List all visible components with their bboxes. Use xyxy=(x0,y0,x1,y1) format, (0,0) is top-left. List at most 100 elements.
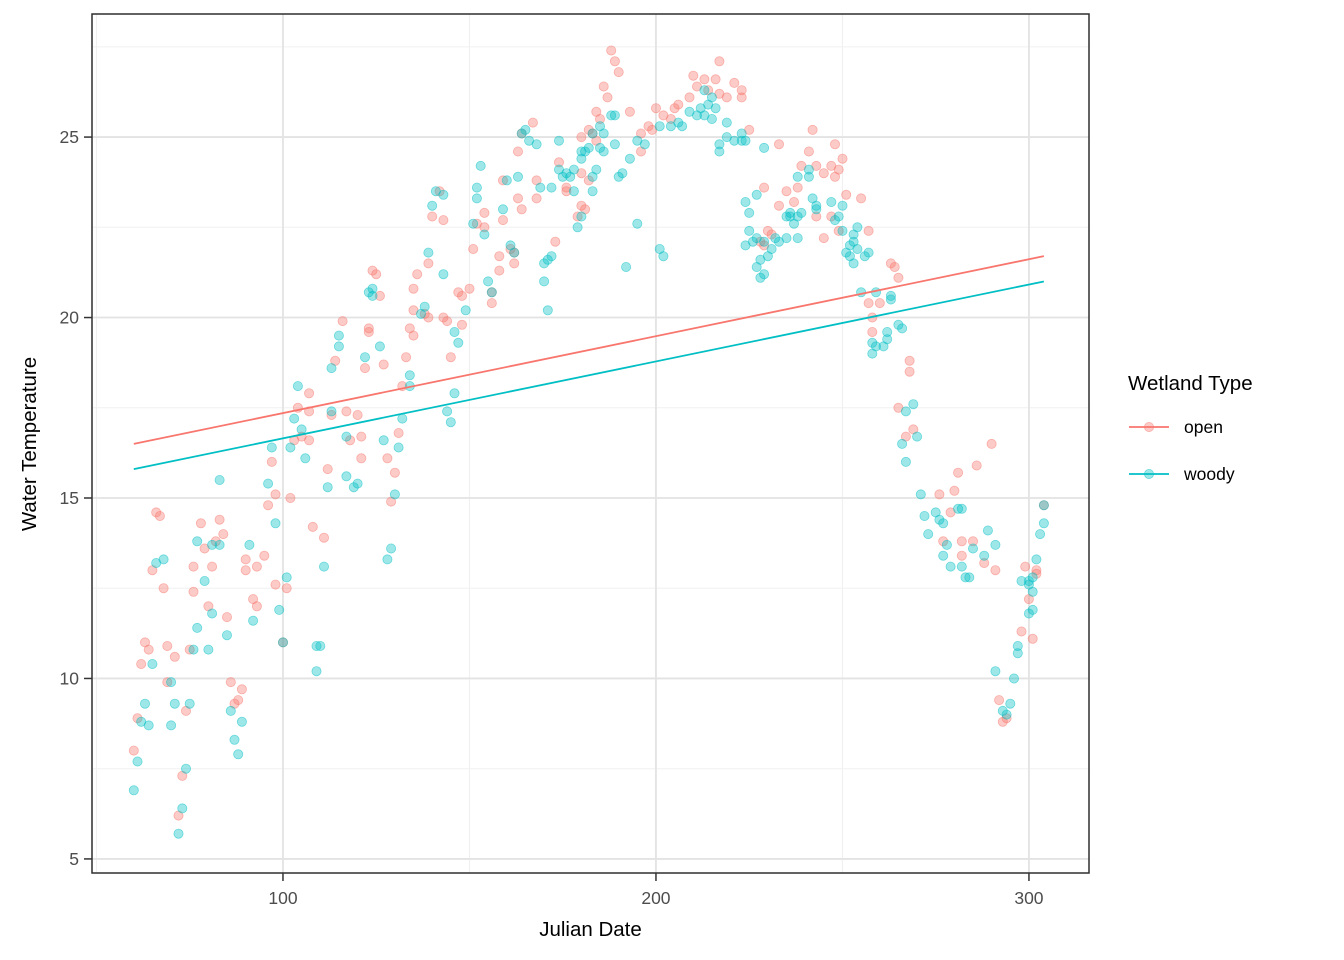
data-point-open xyxy=(576,200,587,211)
data-point-open xyxy=(856,193,867,204)
legend-entry-woody: woody xyxy=(1128,459,1253,489)
data-point-woody xyxy=(460,305,471,316)
data-point-open xyxy=(486,298,497,309)
data-point-open xyxy=(554,157,565,168)
data-point-woody xyxy=(147,659,158,670)
data-point-open xyxy=(494,265,505,276)
data-point-open xyxy=(863,225,874,236)
data-point-woody xyxy=(389,489,400,500)
data-point-open xyxy=(154,510,165,521)
data-point-open xyxy=(971,460,982,471)
data-point-woody xyxy=(1031,554,1042,565)
data-point-woody xyxy=(852,222,863,233)
data-point-open xyxy=(378,359,389,370)
data-point-open xyxy=(830,171,841,182)
data-point-open xyxy=(714,56,725,67)
data-point-open xyxy=(505,243,516,254)
data-point-woody xyxy=(740,135,751,146)
data-point-woody xyxy=(665,121,676,132)
data-point-woody xyxy=(233,749,244,760)
trend-line-woody xyxy=(133,280,1045,471)
data-point-woody xyxy=(296,424,307,435)
data-point-woody xyxy=(169,698,180,709)
data-point-woody xyxy=(423,247,434,258)
data-point-woody xyxy=(274,604,285,615)
data-point-open xyxy=(513,193,524,204)
data-point-woody xyxy=(292,381,303,392)
data-point-open xyxy=(322,464,333,475)
data-point-woody xyxy=(826,196,837,207)
data-point-woody xyxy=(1009,673,1020,684)
data-point-woody xyxy=(535,182,546,193)
data-point-woody xyxy=(270,518,281,529)
data-point-woody xyxy=(721,117,732,128)
data-point-woody xyxy=(188,644,199,655)
data-point-woody xyxy=(561,168,572,179)
data-point-open xyxy=(188,586,199,597)
data-point-woody xyxy=(568,186,579,197)
data-point-open xyxy=(143,644,154,655)
data-point-woody xyxy=(1005,698,1016,709)
y-tick-label: 10 xyxy=(60,668,80,688)
data-point-woody xyxy=(531,139,542,150)
data-point-woody xyxy=(595,142,606,153)
data-point-woody xyxy=(900,456,911,467)
data-point-woody xyxy=(710,103,721,114)
data-point-open xyxy=(598,81,609,92)
data-point-open xyxy=(453,287,464,298)
data-point-open xyxy=(363,323,374,334)
data-point-woody xyxy=(542,305,553,316)
data-point-woody xyxy=(740,240,751,251)
data-point-open xyxy=(736,92,747,103)
data-point-woody xyxy=(781,211,792,222)
data-point-woody xyxy=(885,290,896,301)
data-point-open xyxy=(699,74,710,85)
data-point-open xyxy=(904,366,915,377)
data-point-open xyxy=(270,489,281,500)
data-point-woody xyxy=(751,261,762,272)
data-point-open xyxy=(889,261,900,272)
data-point-open xyxy=(497,215,508,226)
data-point-open xyxy=(990,565,1001,576)
data-point-woody xyxy=(438,189,449,200)
data-point-woody xyxy=(755,272,766,283)
data-point-open xyxy=(606,45,617,56)
data-point-open xyxy=(673,99,684,110)
data-point-woody xyxy=(885,294,896,305)
data-point-woody xyxy=(132,756,143,767)
data-point-open xyxy=(811,211,822,222)
data-point-woody xyxy=(833,211,844,222)
data-point-open xyxy=(721,92,732,103)
data-point-woody xyxy=(427,200,438,211)
data-point-woody xyxy=(318,561,329,572)
data-point-open xyxy=(509,258,520,269)
data-point-open xyxy=(979,558,990,569)
data-point-woody xyxy=(386,543,397,554)
data-point-woody xyxy=(475,160,486,171)
legend-key-open xyxy=(1129,421,1169,432)
data-point-open xyxy=(494,251,505,262)
data-point-woody xyxy=(266,442,277,453)
data-point-open xyxy=(162,641,173,652)
data-point-woody xyxy=(1038,518,1049,529)
data-point-woody xyxy=(449,388,460,399)
data-point-open xyxy=(613,67,624,78)
data-point-woody xyxy=(471,193,482,204)
data-point-woody xyxy=(1027,604,1038,615)
data-point-open xyxy=(136,659,147,670)
data-point-open xyxy=(132,713,143,724)
data-point-open xyxy=(240,554,251,565)
data-point-woody xyxy=(1001,709,1012,720)
data-point-open xyxy=(561,186,572,197)
data-point-woody xyxy=(624,153,635,164)
data-point-woody xyxy=(811,204,822,215)
data-point-woody xyxy=(546,182,557,193)
data-point-woody xyxy=(960,572,971,583)
data-point-woody xyxy=(990,666,1001,677)
data-point-woody xyxy=(841,247,852,258)
data-point-open xyxy=(863,298,874,309)
data-point-woody xyxy=(792,171,803,182)
data-point-woody xyxy=(539,276,550,287)
data-point-open xyxy=(833,225,844,236)
data-point-open xyxy=(240,565,251,576)
